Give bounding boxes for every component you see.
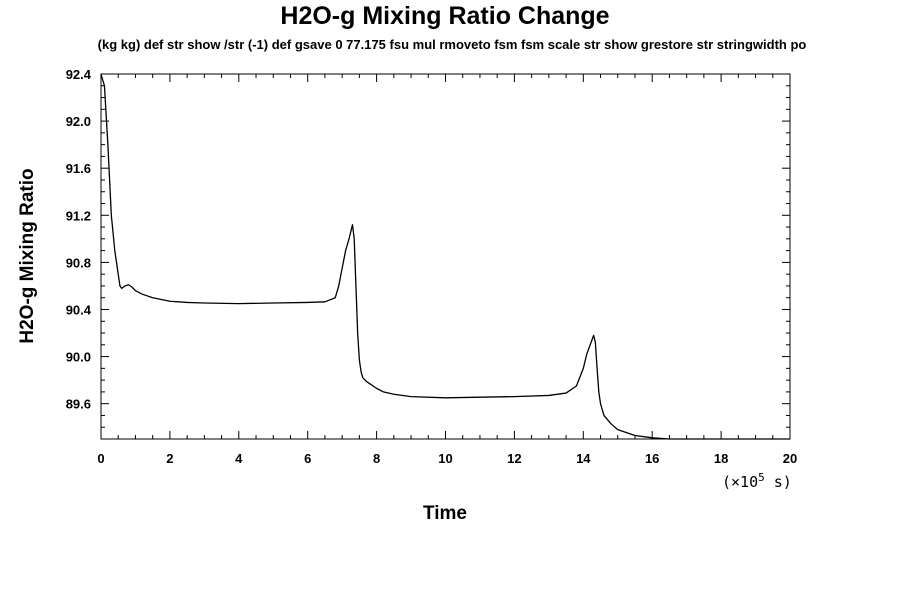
x-axis-label: Time: [423, 503, 467, 524]
y-tick-label: 89.6: [66, 397, 91, 412]
x-tick-label: 6: [304, 451, 311, 466]
x-tick-label: 20: [783, 451, 797, 466]
plot-frame: [100, 73, 791, 440]
y-tick-label: 90.8: [66, 255, 91, 270]
y-tick-label: 92.0: [66, 114, 91, 129]
x-tick-label: 0: [97, 451, 104, 466]
series-line: [100, 73, 790, 440]
chart-title: H2O-g Mixing Ratio Change: [280, 2, 609, 30]
x-unit-exponent: 5: [758, 471, 765, 484]
x-tick-label: 4: [235, 451, 243, 466]
x-tick-label: 18: [714, 451, 728, 466]
axis-ticks: [100, 73, 791, 440]
x-tick-label: 10: [438, 451, 452, 466]
x-tick-labels: 0 2 4 6 8 10 12 14 16 18 20: [97, 451, 797, 466]
x-tick-label: 12: [507, 451, 521, 466]
x-tick-label: 16: [645, 451, 659, 466]
x-tick-label: 2: [166, 451, 173, 466]
x-tick-label: 8: [373, 451, 380, 466]
x-unit-label: (×105 s): [722, 471, 792, 491]
y-tick-label: 90.4: [66, 302, 92, 317]
x-unit-prefix: (×10: [722, 473, 758, 491]
y-tick-label: 90.0: [66, 350, 91, 365]
y-tick-label: 91.2: [66, 208, 91, 223]
y-tick-label: 92.4: [66, 67, 92, 82]
chart-subtitle: (kg kg) def str show /str (-1) def gsave…: [98, 37, 807, 52]
y-tick-labels: 89.6 90.0 90.4 90.8 91.2 91.6 92.0 92.4: [66, 67, 92, 412]
x-tick-label: 14: [576, 451, 591, 466]
x-unit-suffix: s): [765, 473, 792, 491]
y-axis-label: H2O-g Mixing Ratio: [17, 168, 38, 343]
y-tick-label: 91.6: [66, 161, 91, 176]
